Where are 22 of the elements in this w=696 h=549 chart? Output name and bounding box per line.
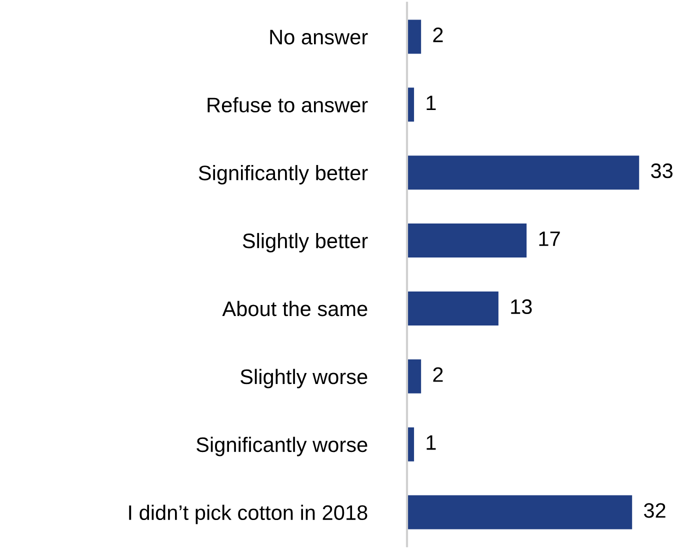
- y-tick-label: Refuse to answer: [208, 97, 368, 112]
- data-label: 1: [426, 435, 436, 450]
- data-label: 33: [651, 163, 672, 178]
- data-label: 1: [426, 96, 436, 110]
- bar: [407, 291, 498, 326]
- y-tick-label: Slightly worse: [240, 368, 368, 388]
- data-label: 17: [539, 232, 560, 246]
- bar: [407, 20, 422, 54]
- bar: [407, 495, 632, 530]
- y-tick-label: Significantly better: [198, 165, 368, 184]
- data-label: 2: [433, 28, 443, 42]
- bar: [407, 156, 640, 190]
- data-label: 13: [511, 299, 532, 314]
- bar: [407, 224, 527, 258]
- y-tick-label: Significantly worse: [196, 436, 368, 456]
- y-tick-label: About the same: [222, 300, 368, 316]
- y-tick-label: I didn’t pick cotton in 2018: [129, 504, 368, 524]
- bar: [407, 359, 422, 394]
- y-tick-label: Slightly better: [242, 232, 368, 252]
- y-tick-label: No answer: [270, 30, 368, 44]
- data-label: 32: [644, 503, 666, 518]
- data-label: 2: [433, 367, 443, 382]
